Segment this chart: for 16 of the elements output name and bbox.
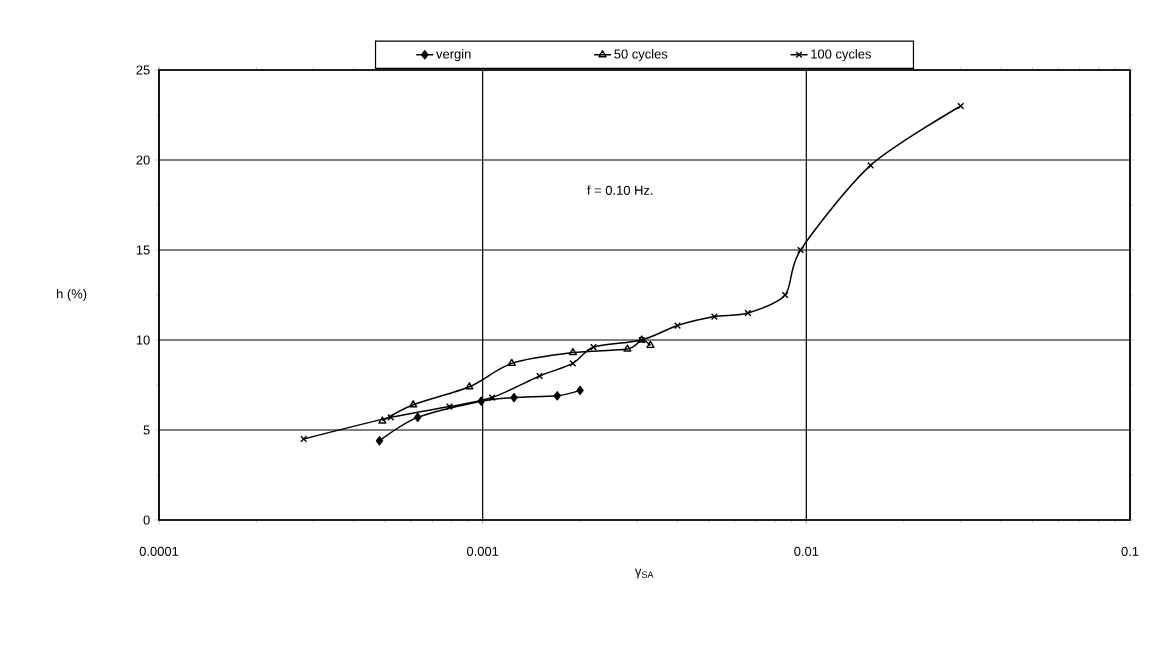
y-tick-label: 0 (143, 515, 150, 525)
legend-label: 50 cycles (614, 49, 668, 62)
legend-label: vergin (436, 49, 471, 62)
x-tick-label: 0.001 (466, 546, 499, 556)
y-tick-label: 15 (136, 245, 150, 255)
x-axis-title: γ$_{SA}$ (635, 568, 654, 579)
y-tick-label: 20 (136, 155, 150, 165)
x-tick-label: 0.0001 (139, 546, 179, 556)
annotation: f = 0.10 Hz. (587, 185, 653, 195)
y-tick-label: 10 (136, 335, 150, 345)
legend-label: 100 cycles (811, 49, 871, 62)
x-tick-label: 0.1 (1121, 546, 1139, 556)
y-tick-label: 5 (143, 425, 150, 435)
y-tick-label: 25 (136, 65, 150, 75)
x-tick-label: 0.01 (794, 546, 819, 556)
y-axis-title: h (%) (57, 288, 87, 302)
